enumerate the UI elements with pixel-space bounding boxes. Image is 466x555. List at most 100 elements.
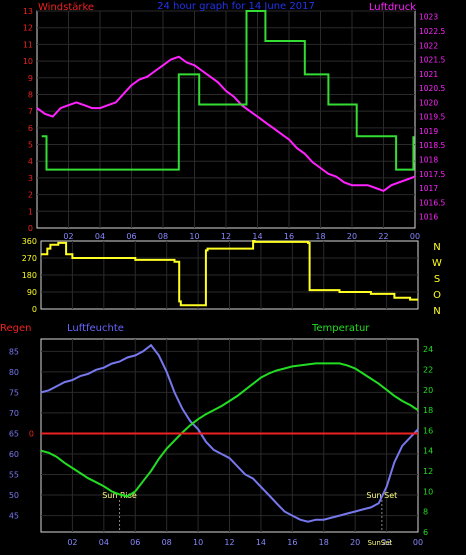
x-tick-label: 04 xyxy=(99,538,109,547)
left-tick-label: 5 xyxy=(28,141,33,150)
right-tick-label: 1017.5 xyxy=(419,170,445,179)
left-tick-label: 6 xyxy=(28,124,33,133)
compass-label: O xyxy=(433,290,441,301)
left-tick-label: 4 xyxy=(28,157,33,166)
left-tick-label: 10 xyxy=(23,57,33,66)
left-tick-label: 360 xyxy=(22,237,37,246)
right-tick-label: 1016 xyxy=(419,213,438,222)
left-tick-label: 65 xyxy=(9,429,19,438)
wind-speed-line xyxy=(41,10,415,171)
compass-label: N xyxy=(433,242,440,253)
left-tick-label: 0 xyxy=(28,224,33,233)
right-tick-label: 1021.5 xyxy=(419,56,445,65)
right-tick-label: 12 xyxy=(423,467,433,476)
right-tick-label: 1019.5 xyxy=(419,113,445,122)
right-tick-label: 1016.5 xyxy=(419,198,445,207)
x-tick-label: 14 xyxy=(256,538,266,547)
left-tick-label: 75 xyxy=(9,388,19,397)
x-tick-label: 00 xyxy=(410,232,420,241)
left-tick-label: 60 xyxy=(9,450,19,459)
right-tick-label: 8 xyxy=(423,508,428,517)
right-tick-label: 10 xyxy=(423,487,433,496)
x-tick-label: 22 xyxy=(378,232,388,241)
x-tick-label: 22 xyxy=(381,538,391,547)
x-tick-label: 06 xyxy=(130,538,140,547)
x-tick-label: 18 xyxy=(315,232,325,241)
left-tick-label: 13 xyxy=(23,7,33,16)
compass-label: S xyxy=(434,274,440,285)
right-tick-label: 1020.5 xyxy=(419,84,445,93)
left-tick-label: 90 xyxy=(27,288,37,297)
x-tick-label: 14 xyxy=(252,232,262,241)
x-tick-label: 18 xyxy=(319,538,329,547)
right-tick-label: 1022 xyxy=(419,41,438,50)
humidity-title: Luftfeuchte xyxy=(67,323,124,334)
x-tick-label: 12 xyxy=(224,538,234,547)
left-tick-label: 12 xyxy=(23,24,33,33)
right-tick-label: 1018.5 xyxy=(419,141,445,150)
temperature-line xyxy=(40,362,419,498)
left-tick-label: 85 xyxy=(9,347,19,356)
right-tick-label: 1019 xyxy=(419,127,438,136)
x-tick-label: 10 xyxy=(189,232,199,241)
right-tick-label: 18 xyxy=(423,406,433,415)
x-tick-label: 16 xyxy=(287,538,297,547)
x-tick-label: 00 xyxy=(413,538,423,547)
x-tick-label: 20 xyxy=(350,538,360,547)
humidity-line xyxy=(40,343,419,523)
left-tick-label: 70 xyxy=(9,409,19,418)
x-tick-label: 16 xyxy=(284,232,294,241)
right-tick-label: 1017 xyxy=(419,184,438,193)
right-tick-label: 1023 xyxy=(419,13,438,22)
left-tick-label: 80 xyxy=(9,368,19,377)
left-axis-title: Windstärke xyxy=(38,2,94,13)
right-tick-label: 20 xyxy=(423,386,433,395)
left-tick-label: 7 xyxy=(28,107,33,116)
x-tick-label: 10 xyxy=(193,538,203,547)
temperature-title: Temperatur xyxy=(311,323,370,334)
x-tick-label: 08 xyxy=(158,232,168,241)
compass-label: N xyxy=(433,306,440,317)
x-tick-label: 20 xyxy=(347,232,357,241)
left-tick-label: 270 xyxy=(22,254,37,263)
left-tick-label: 8 xyxy=(28,90,33,99)
right-axis-title: Luftdruck xyxy=(369,2,416,13)
pressure-line xyxy=(36,55,416,193)
x-tick-label: 06 xyxy=(126,232,136,241)
right-tick-label: 6 xyxy=(423,528,428,537)
left-tick-label: 0 xyxy=(32,305,37,314)
x-tick-label: 02 xyxy=(67,538,77,547)
right-tick-label: 22 xyxy=(423,365,433,374)
right-tick-label: 1020 xyxy=(419,98,438,107)
right-tick-label: 16 xyxy=(423,426,433,435)
left-tick-label: 45 xyxy=(9,512,19,521)
humidity-temperature-panel: 45 50 55 60 65 70 75 80 85 6 8 10 12 14 16 18 20 22 24 02 04… xyxy=(0,323,433,547)
wind-pressure-panel: 01234567891011121310161016.510171017.510… xyxy=(23,1,446,241)
rain-title: Regen xyxy=(0,323,32,334)
wind-direction-line xyxy=(41,240,418,307)
left-tick-label: 50 xyxy=(9,491,19,500)
left-tick-label: 9 xyxy=(28,74,33,83)
right-tick-label: 24 xyxy=(423,345,433,354)
compass-label: W xyxy=(432,258,442,269)
x-tick-label: 02 xyxy=(63,232,73,241)
left-tick-label: 1 xyxy=(28,207,33,216)
sunset-axis-label: SunSet xyxy=(367,539,392,547)
right-tick-label: 1022.5 xyxy=(419,27,445,36)
left-tick-label: 180 xyxy=(22,271,37,280)
x-tick-label: 08 xyxy=(162,538,172,547)
sunrise-label: Sun Rise xyxy=(102,491,137,500)
chart-title: 24 hour graph for 14 June 2017 xyxy=(157,1,315,12)
left-tick-label: 3 xyxy=(28,174,33,183)
right-tick-label: 1018 xyxy=(419,155,438,164)
left-tick-label: 11 xyxy=(23,40,33,49)
left-tick-label: 2 xyxy=(28,191,33,200)
rain-tick-label: 0 xyxy=(29,429,34,438)
x-tick-label: 12 xyxy=(221,232,231,241)
right-tick-label: 1021 xyxy=(419,70,438,79)
x-tick-label: 04 xyxy=(95,232,105,241)
left-tick-label: 55 xyxy=(9,471,19,480)
right-tick-label: 14 xyxy=(423,447,433,456)
